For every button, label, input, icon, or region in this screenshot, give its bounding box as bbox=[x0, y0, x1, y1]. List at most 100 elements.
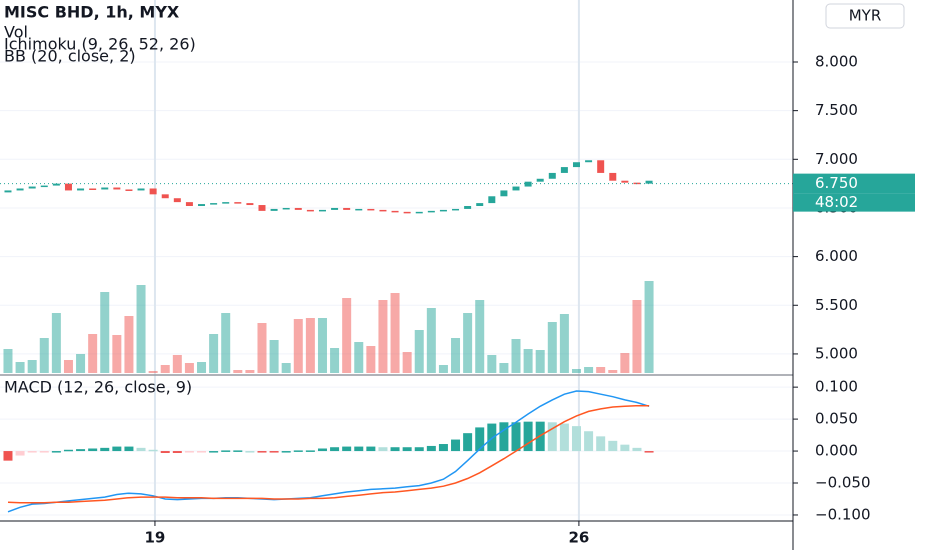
macd-histogram-bar bbox=[209, 451, 219, 453]
candle bbox=[64, 183, 72, 191]
volume-bar bbox=[184, 363, 194, 373]
macd-histogram-bar bbox=[172, 451, 182, 453]
y-tick-label: 8.000 bbox=[815, 52, 858, 70]
macd-histogram-bar bbox=[354, 446, 364, 452]
macd-histogram-bar bbox=[571, 426, 581, 452]
macd-histogram-bar bbox=[632, 447, 642, 452]
candle bbox=[28, 186, 36, 189]
macd-histogram-bar bbox=[366, 446, 376, 452]
y-tick-label: −0.100 bbox=[815, 505, 871, 523]
macd-histogram-bar bbox=[378, 447, 388, 452]
legend-bb: BB (20, close, 2) bbox=[4, 47, 136, 66]
macd-histogram-bar bbox=[390, 447, 400, 452]
macd-histogram-bar bbox=[184, 451, 194, 453]
volume-bar bbox=[39, 338, 49, 373]
macd-histogram-bar bbox=[414, 447, 424, 452]
candle bbox=[77, 188, 85, 191]
macd-histogram-bar bbox=[281, 451, 291, 453]
macd-line bbox=[7, 404, 650, 504]
candle bbox=[173, 198, 181, 203]
candle bbox=[597, 160, 605, 173]
y-tick-label: 0.050 bbox=[815, 410, 858, 428]
macd-histogram-bar bbox=[330, 447, 340, 452]
macd-histogram-bar bbox=[511, 422, 521, 452]
macd-histogram-bar bbox=[100, 447, 110, 452]
candle bbox=[113, 187, 121, 190]
macd-histogram-bar bbox=[3, 451, 13, 461]
volume-bar bbox=[51, 313, 61, 373]
last-price-label: 6.750 bbox=[815, 174, 858, 192]
volume-bar bbox=[245, 370, 255, 373]
candle bbox=[89, 188, 97, 190]
volume-bar bbox=[584, 367, 594, 373]
macd-histogram-bar bbox=[245, 451, 255, 453]
volume-bar bbox=[559, 314, 569, 373]
candle bbox=[367, 208, 375, 211]
volume-bar bbox=[209, 334, 219, 373]
volume-bar bbox=[3, 349, 13, 373]
currency[interactable]: MYR bbox=[849, 7, 882, 25]
candle bbox=[137, 188, 145, 191]
x-tick-label: 26 bbox=[568, 529, 589, 547]
volume-bar bbox=[378, 300, 388, 373]
volume-bar bbox=[172, 355, 182, 373]
volume-bar bbox=[390, 293, 400, 373]
candle bbox=[476, 203, 484, 207]
volume-bar bbox=[632, 300, 642, 373]
macd-histogram-bar bbox=[644, 451, 654, 453]
macd-histogram-bar bbox=[438, 444, 448, 452]
candle bbox=[4, 190, 12, 193]
macd-histogram-bar bbox=[317, 448, 327, 452]
macd-histogram-bar bbox=[451, 439, 461, 452]
candle bbox=[464, 206, 472, 209]
y-tick-label: 0.000 bbox=[815, 442, 858, 460]
macd-histogram-bar bbox=[426, 445, 436, 452]
y-tick-label: 7.500 bbox=[815, 101, 858, 119]
candle bbox=[270, 208, 278, 211]
candle bbox=[500, 190, 508, 197]
volume-bar bbox=[27, 360, 37, 373]
volume-bar bbox=[426, 308, 436, 373]
candle bbox=[536, 178, 544, 182]
candle bbox=[585, 160, 593, 163]
candle bbox=[415, 211, 423, 214]
x-tick-label: 19 bbox=[145, 529, 166, 547]
y-tick-label: −0.050 bbox=[815, 474, 871, 492]
volume-bar bbox=[608, 370, 618, 373]
countdown-tag bbox=[793, 193, 915, 212]
y-tick-label: 6.000 bbox=[815, 247, 858, 265]
macd-title: MACD (12, 26, close, 9) bbox=[4, 378, 192, 397]
legend-ichimoku: Ichimoku (9, 26, 52, 26) bbox=[4, 35, 196, 54]
macd-histogram-bar bbox=[596, 436, 606, 452]
candle bbox=[258, 205, 266, 211]
currency-button[interactable] bbox=[825, 3, 905, 29]
volume-bar bbox=[160, 365, 170, 373]
candle bbox=[488, 196, 496, 204]
macd-histogram-bar bbox=[112, 446, 122, 452]
volume-bar bbox=[511, 339, 521, 373]
y-tick-label: 0.100 bbox=[815, 378, 858, 396]
macd-histogram-bar bbox=[63, 449, 73, 452]
volume-bar bbox=[221, 313, 231, 373]
candle bbox=[560, 167, 568, 173]
macd-histogram-bar bbox=[475, 427, 485, 452]
macd-line bbox=[7, 390, 650, 513]
candle bbox=[282, 207, 290, 210]
candle bbox=[40, 185, 48, 188]
macd-histogram-bar bbox=[160, 451, 170, 453]
volume-bar bbox=[136, 285, 146, 373]
candle bbox=[512, 186, 520, 191]
candle bbox=[16, 188, 24, 191]
volume-bar bbox=[499, 363, 509, 373]
macd-histogram-bar bbox=[523, 421, 533, 452]
volume-bar bbox=[257, 323, 267, 373]
macd-histogram-bar bbox=[124, 446, 134, 452]
candle bbox=[379, 209, 387, 212]
countdown-label: 48:02 bbox=[815, 193, 858, 211]
candle bbox=[548, 172, 556, 179]
marks bbox=[0, 160, 793, 513]
macd-histogram-bar bbox=[269, 451, 279, 453]
candle bbox=[149, 188, 157, 195]
candle bbox=[645, 180, 653, 184]
